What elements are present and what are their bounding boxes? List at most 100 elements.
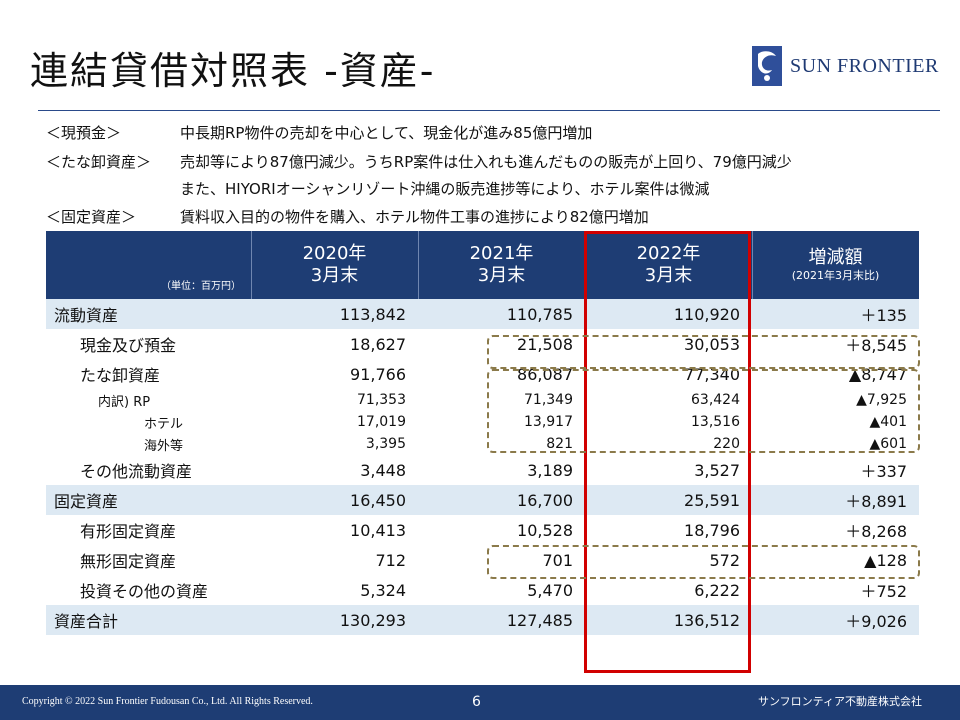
cell-2022: 77,340 — [684, 364, 740, 384]
cell-2020: 712 — [375, 550, 406, 570]
cell-change: ＋9,026 — [752, 605, 919, 635]
cell-2022: 18,796 — [684, 520, 740, 540]
cell-change: ＋337 — [860, 462, 907, 481]
cell-2020: 10,413 — [350, 520, 406, 540]
cell-2022: 25,591 — [585, 485, 752, 515]
cell-2021: 110,785 — [418, 299, 585, 329]
row-label: 海外等 — [144, 438, 184, 454]
cell-2022: 572 — [709, 550, 740, 570]
note-text: 売却等により87億円減少。うちRP案件は仕入れも進んだものの販売が上回り、79億… — [180, 153, 792, 171]
header-year: 2020年 — [302, 243, 367, 264]
row-label: ホテル — [144, 416, 184, 432]
cell-change: ＋8,268 — [845, 522, 907, 541]
cell-2020: 17,019 — [357, 414, 406, 430]
cell-2021: 16,700 — [418, 485, 585, 515]
cell-2022: 6,222 — [694, 580, 740, 600]
row-label: 投資その他の資産 — [80, 582, 209, 601]
header-separator — [585, 231, 586, 299]
breakdown-prefix: 内訳) — [98, 394, 130, 410]
header-change-basis: (2021年3月末比) — [791, 269, 880, 282]
cell-2022: 13,516 — [691, 414, 740, 430]
header-year: 2021年 — [469, 243, 534, 264]
cell-2021: 701 — [542, 550, 573, 570]
header-month: 3月末 — [644, 265, 693, 286]
cell-change: ▲7,925 — [856, 392, 907, 408]
unit-header: （単位：百万円） — [46, 231, 251, 299]
row-label: 無形固定資産 — [80, 552, 177, 571]
cell-2021: 86,087 — [517, 364, 573, 384]
row-label: 内訳) RP — [46, 389, 251, 411]
header-separator — [251, 231, 252, 299]
cell-2020: 130,293 — [251, 605, 418, 635]
note-inventory: ＜たな卸資産＞ 売却等により87億円減少。うちRP案件は仕入れも進んだものの販売が… — [46, 151, 792, 172]
table-row: たな卸資産 91,766 86,087 77,340 ▲8,747 — [46, 359, 919, 389]
cell-change: ▲601 — [869, 436, 908, 452]
page-number: 6 — [472, 694, 481, 710]
cell-change: ＋752 — [860, 582, 907, 601]
note-text: 中長期RP物件の売却を中心として、現金化が進み85億円増加 — [180, 124, 593, 142]
logo-wordmark: SUN FRONTIER — [790, 54, 939, 77]
cell-2020: 16,450 — [251, 485, 418, 515]
note-key: ＜たな卸資産＞ — [46, 153, 152, 171]
cell-2020: 3,395 — [365, 436, 406, 452]
table-row: 無形固定資産 712 701 572 ▲128 — [46, 545, 919, 575]
row-label-text: RP — [133, 394, 151, 410]
table-row: 内訳) RP 71,353 71,349 63,424 ▲7,925 — [46, 389, 919, 411]
cell-2021: 13,917 — [524, 414, 573, 430]
cell-change: ＋8,545 — [845, 336, 907, 355]
row-label: 固定資産 — [46, 485, 251, 515]
row-label: その他流動資産 — [80, 462, 193, 481]
header-separator — [752, 231, 753, 299]
cell-2020: 18,627 — [350, 334, 406, 354]
footer-bar: Copyright © 2022 Sun Frontier Fudousan C… — [0, 685, 960, 720]
note-key: ＜現預金＞ — [46, 124, 122, 142]
table-row: 有形固定資産 10,413 10,528 18,796 ＋8,268 — [46, 515, 919, 545]
row-label: 流動資産 — [46, 299, 251, 329]
note-text: また、HIYORIオーシャンリゾート沖縄の販売進捗等により、ホテル案件は微減 — [180, 180, 710, 198]
cell-2021: 821 — [546, 436, 573, 452]
table-row: その他流動資産 3,448 3,189 3,527 ＋337 — [46, 455, 919, 485]
cell-change: ＋135 — [752, 299, 919, 329]
col-header-change: 増減額 (2021年3月末比) — [752, 231, 919, 299]
cell-2021: 21,508 — [517, 334, 573, 354]
cell-2022: 220 — [713, 436, 740, 452]
table-row: 現金及び預金 18,627 21,508 30,053 ＋8,545 — [46, 329, 919, 359]
company-logo: SUN FRONTIER — [752, 44, 939, 88]
copyright-text: Copyright © 2022 Sun Frontier Fudousan C… — [22, 696, 313, 707]
company-name: サンフロンティア不動産株式会社 — [757, 695, 922, 708]
cell-2021: 5,470 — [527, 580, 573, 600]
note-text: 賃料収入目的の物件を購入、ホテル物件工事の進捗により82億円増加 — [180, 208, 649, 226]
header-separator — [418, 231, 419, 299]
header-year: 2022年 — [636, 243, 701, 264]
cell-change: ▲8,747 — [848, 364, 907, 384]
table-row-total: 資産合計 130,293 127,485 136,512 ＋9,026 — [46, 605, 919, 635]
cell-2021: 127,485 — [418, 605, 585, 635]
cell-2020: 113,842 — [251, 299, 418, 329]
cell-2020: 3,448 — [360, 460, 406, 480]
cell-2022: 110,920 — [585, 299, 752, 329]
cell-2022: 30,053 — [684, 334, 740, 354]
cell-2021: 3,189 — [527, 460, 573, 480]
cell-2022: 63,424 — [691, 392, 740, 408]
row-label: 資産合計 — [46, 605, 251, 635]
cell-2022: 136,512 — [585, 605, 752, 635]
header-month: 3月末 — [477, 265, 526, 286]
row-label: 有形固定資産 — [80, 522, 177, 541]
note-inventory-cont: また、HIYORIオーシャンリゾート沖縄の販売進捗等により、ホテル案件は微減 — [46, 178, 710, 199]
col-header-2020: 2020年 3月末 — [251, 231, 418, 299]
row-label: 現金及び預金 — [80, 336, 177, 355]
header-change-title: 増減額 — [808, 247, 863, 268]
table-header-row: （単位：百万円） 2020年 3月末 2021年 3月末 2022年 3月末 増減額(… — [46, 231, 919, 299]
cell-2021: 10,528 — [517, 520, 573, 540]
table-row: ホテル 17,019 13,917 13,516 ▲401 — [46, 411, 919, 433]
col-header-2021: 2021年 3月末 — [418, 231, 585, 299]
header-month: 3月末 — [310, 265, 359, 286]
table-row: 海外等 3,395 821 220 ▲601 — [46, 433, 919, 455]
note-cash: ＜現預金＞ 中長期RP物件の売却を中心として、現金化が進み85億円増加 — [46, 122, 592, 143]
cell-change: ▲401 — [869, 414, 908, 430]
cell-2022: 3,527 — [694, 460, 740, 480]
cell-change: ▲128 — [864, 550, 907, 570]
title-divider — [38, 110, 940, 111]
table-row: 投資その他の資産 5,324 5,470 6,222 ＋752 — [46, 575, 919, 605]
table-row: 固定資産 16,450 16,700 25,591 ＋8,891 — [46, 485, 919, 515]
